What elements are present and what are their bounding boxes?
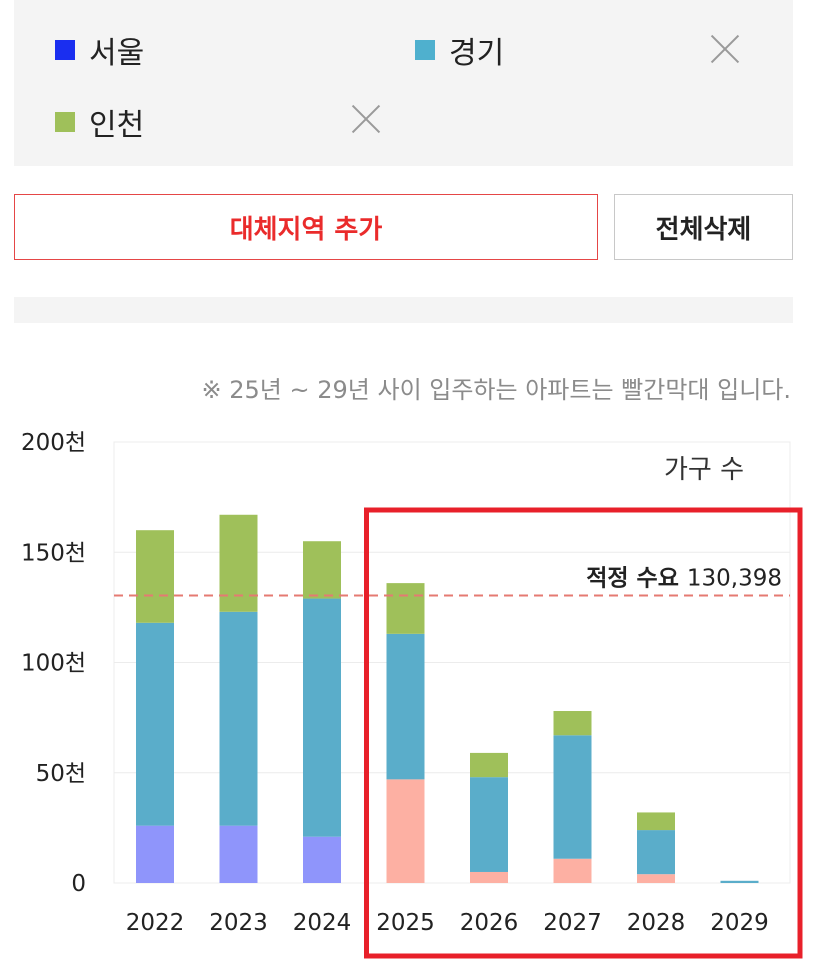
x-axis: 2022 2023 2024 2025 2026 2027 2028 2029 bbox=[126, 910, 769, 936]
delete-all-button[interactable]: 전체삭제 bbox=[614, 194, 793, 260]
y-tick-label: 0 bbox=[71, 871, 86, 897]
divider-strip bbox=[14, 297, 793, 323]
remove-gyeonggi-close-icon[interactable] bbox=[710, 34, 740, 64]
chart-title: 가구 수 bbox=[664, 455, 744, 485]
region-swatch bbox=[55, 40, 75, 60]
bar-segment-2026-서울 bbox=[470, 871, 508, 883]
reference-line-value: 130,398 bbox=[687, 565, 782, 591]
bar-segment-2023-경기 bbox=[219, 611, 258, 826]
bar-segment-2022-서울 bbox=[136, 825, 174, 883]
bar-segment-2026-인천 bbox=[470, 752, 508, 778]
bar-segment-2025-경기 bbox=[386, 633, 425, 780]
add-alternative-region-button[interactable]: 대체지역 추가 bbox=[14, 194, 598, 260]
bar-segment-2026-경기 bbox=[470, 777, 508, 872]
remove-incheon-close-icon[interactable] bbox=[351, 104, 381, 134]
reference-line-group: 적정 수요 130,398 bbox=[114, 565, 790, 597]
bar-segment-2023-서울 bbox=[219, 825, 258, 883]
bar-segment-2024-경기 bbox=[303, 598, 341, 837]
bar-segment-2025-인천 bbox=[386, 583, 425, 634]
region-label: 인천 bbox=[89, 108, 145, 143]
reference-line-label: 적정 수요 130,398 bbox=[586, 565, 782, 591]
bar-segment-2028-인천 bbox=[637, 812, 675, 831]
bar-segment-2027-경기 bbox=[553, 735, 592, 859]
x-tick-label: 2027 bbox=[543, 910, 602, 936]
chart-note: ※ 25년 ~ 29년 사이 입주하는 아파트는 빨간막대 입니다. bbox=[201, 376, 791, 404]
region-swatch bbox=[55, 112, 75, 132]
y-tick-label: 150천 bbox=[21, 540, 86, 566]
y-tick-label: 50천 bbox=[36, 761, 86, 787]
x-tick-label: 2029 bbox=[710, 910, 769, 936]
y-tick-label: 200천 bbox=[21, 430, 86, 456]
bar-segment-2027-서울 bbox=[553, 858, 592, 883]
bar-segment-2029-경기 bbox=[720, 880, 759, 883]
bar-segment-2028-경기 bbox=[637, 830, 675, 875]
bar-segment-2024-인천 bbox=[303, 541, 341, 599]
bar-segment-2022-인천 bbox=[136, 530, 174, 623]
y-tick-label: 100천 bbox=[21, 651, 86, 677]
x-tick-label: 2025 bbox=[376, 910, 435, 936]
x-tick-label: 2022 bbox=[126, 910, 185, 936]
bar-segment-2022-경기 bbox=[136, 622, 174, 826]
region-swatch bbox=[415, 40, 435, 60]
reference-line-name: 적정 수요 bbox=[586, 565, 687, 591]
future-years-highlight-box bbox=[364, 507, 803, 959]
region-tag-gyeonggi: 경기 bbox=[415, 28, 504, 72]
region-tag-seoul: 서울 bbox=[55, 28, 144, 72]
x-tick-label: 2028 bbox=[627, 910, 686, 936]
bar-segment-2024-서울 bbox=[303, 836, 341, 883]
x-tick-label: 2024 bbox=[293, 910, 352, 936]
chart-bars bbox=[136, 514, 759, 883]
region-label: 경기 bbox=[449, 36, 505, 71]
y-axis: 0 50천 100천 150천 200천 bbox=[21, 430, 86, 897]
bar-segment-2027-인천 bbox=[553, 711, 592, 736]
bar-segment-2023-인천 bbox=[219, 514, 258, 612]
x-tick-label: 2023 bbox=[209, 910, 268, 936]
bar-segment-2028-서울 bbox=[637, 874, 675, 883]
bar-segment-2025-서울 bbox=[386, 779, 425, 883]
region-label: 서울 bbox=[89, 36, 145, 71]
region-tag-incheon: 인천 bbox=[55, 100, 144, 144]
selected-regions-panel bbox=[14, 0, 793, 166]
x-tick-label: 2026 bbox=[460, 910, 519, 936]
